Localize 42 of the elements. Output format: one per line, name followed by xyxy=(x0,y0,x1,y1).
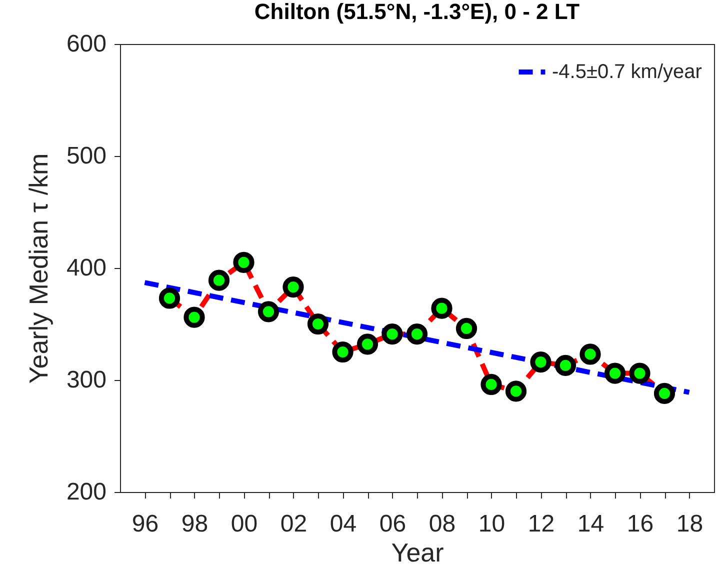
x-tick-label: 12 xyxy=(528,510,555,538)
legend-label: -4.5±0.7 km/year xyxy=(552,61,702,83)
point xyxy=(580,344,601,365)
point xyxy=(208,270,230,291)
x-axis-title: Year xyxy=(391,538,444,568)
x-tick-label: 00 xyxy=(230,510,258,538)
x-tick-label: 08 xyxy=(428,510,456,538)
x-tick-label: 98 xyxy=(181,510,208,538)
point xyxy=(282,276,304,298)
point xyxy=(158,288,180,309)
y-tick-label: 500 xyxy=(66,142,106,170)
point xyxy=(604,362,626,384)
point xyxy=(480,374,502,396)
point xyxy=(431,298,452,319)
point xyxy=(382,324,403,345)
point xyxy=(332,341,354,363)
point xyxy=(184,306,205,328)
point xyxy=(654,382,676,404)
point xyxy=(258,301,280,322)
y-tick-label: 600 xyxy=(66,30,106,58)
x-tick-label: 06 xyxy=(379,510,406,538)
y-tick-label: 300 xyxy=(66,366,106,394)
x-tick-label: 14 xyxy=(577,510,604,538)
x-tick-label: 96 xyxy=(132,510,159,538)
y-tick-label: 200 xyxy=(66,478,106,506)
x-tick-label: 18 xyxy=(676,510,704,538)
y-tick-label: 400 xyxy=(66,254,106,282)
point xyxy=(629,362,650,384)
x-tick-label: 04 xyxy=(330,510,357,538)
point xyxy=(233,252,254,273)
point xyxy=(554,354,576,376)
x-tick-label: 16 xyxy=(626,510,654,538)
y-axis-title: Yearly Median τ /km xyxy=(23,153,54,384)
x-tick-label: 02 xyxy=(280,510,308,538)
chart-title: Chilton (51.5°N, -1.3°E), 0 - 2 LT xyxy=(254,0,580,24)
point xyxy=(356,334,378,355)
point xyxy=(406,324,428,345)
point xyxy=(505,380,527,402)
point xyxy=(456,318,478,340)
point xyxy=(530,352,552,373)
x-tick-label: 10 xyxy=(478,510,506,538)
point xyxy=(307,313,329,335)
